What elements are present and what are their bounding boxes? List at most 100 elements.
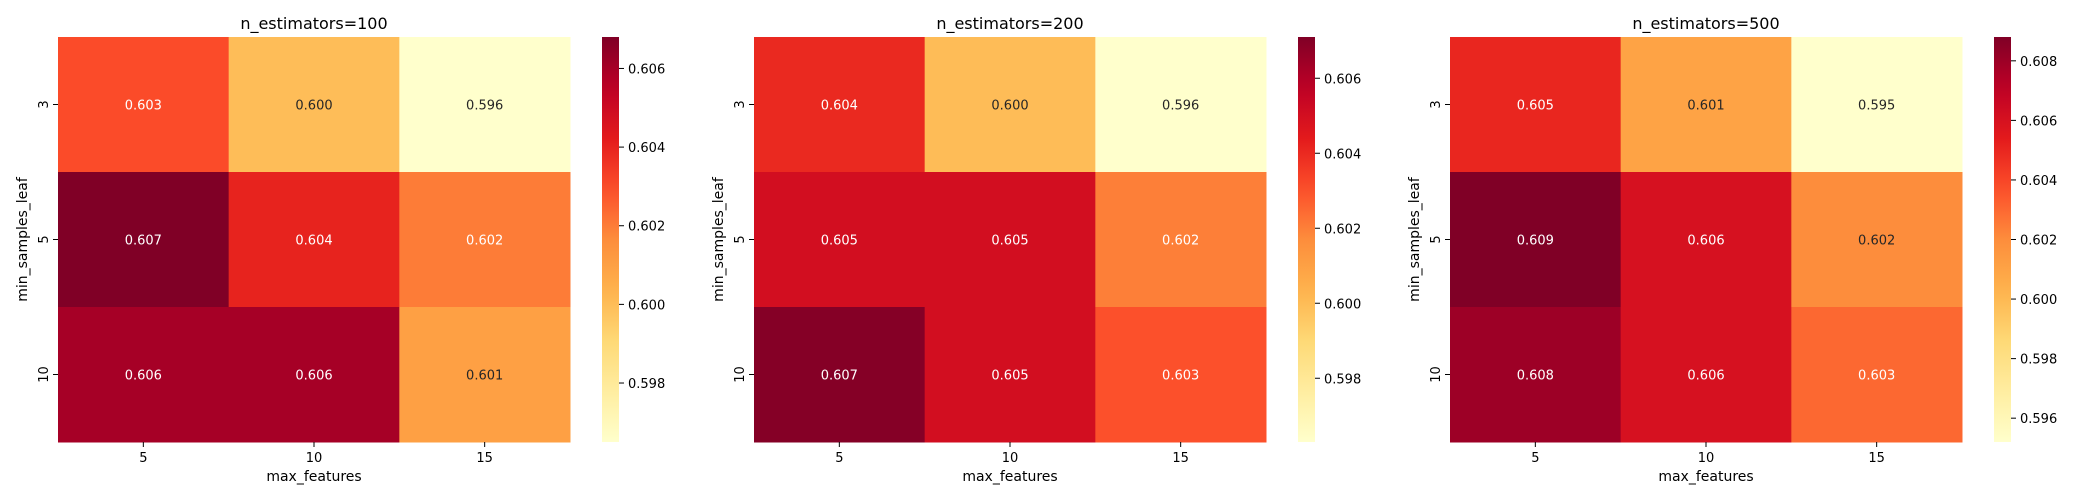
y-tick-label: 5 (37, 235, 52, 243)
heatmap-panel-3: 0.605 0.601 0.595 0.609 0.606 0.602 0.608 0.606… (1407, 14, 2057, 485)
colorbar-tick-label: 0.600 (1324, 297, 1361, 312)
cell-value-label: 0.602 (1858, 234, 1895, 249)
heatmap-panel-2: 0.604 0.600 0.596 0.605 0.605 0.602 0.607 0.605… (711, 14, 1361, 485)
x-tick-label: 15 (476, 451, 493, 466)
heatmap-cell (399, 307, 571, 443)
cell-value-label: 0.596 (1162, 99, 1199, 114)
colorbar (1994, 37, 2011, 442)
chart-title: n_estimators=500 (1632, 14, 1779, 34)
heatmap-cell (399, 172, 571, 308)
colorbar-tick-label: 0.602 (628, 220, 665, 235)
heatmap-cell (1791, 172, 1963, 308)
y-tick-label: 3 (1429, 100, 1444, 108)
cell-value-label: 0.605 (991, 369, 1028, 384)
heatmap-cell (228, 307, 400, 443)
cell-value-label: 0.606 (125, 369, 162, 384)
heatmap-cell (58, 172, 230, 308)
colorbar-tick-label: 0.606 (2020, 114, 2057, 129)
cell-value-label: 0.605 (1517, 99, 1554, 114)
heatmap-cell (1620, 307, 1792, 443)
heatmap-cell (1450, 172, 1622, 308)
cell-value-label: 0.608 (1517, 369, 1554, 384)
cell-value-label: 0.606 (1687, 234, 1724, 249)
heatmap-cell (924, 307, 1096, 443)
cell-value-label: 0.605 (821, 234, 858, 249)
heatmap-cell (754, 172, 926, 308)
colorbar-tick-label: 0.604 (628, 141, 665, 156)
cell-value-label: 0.603 (1162, 369, 1199, 384)
cell-value-label: 0.609 (1517, 234, 1554, 249)
heatmap-cell (754, 37, 926, 173)
y-tick-label: 3 (37, 100, 52, 108)
x-tick-label: 5 (1531, 451, 1539, 466)
cell-value-label: 0.605 (991, 234, 1028, 249)
heatmap-cell (1095, 307, 1267, 443)
colorbar-tick-label: 0.598 (2020, 353, 2057, 368)
heatmap-cell (228, 37, 400, 173)
x-tick-label: 15 (1868, 451, 1885, 466)
heatmap-cell (1791, 307, 1963, 443)
heatmap-cell (754, 307, 926, 443)
heatmap-cell (399, 37, 571, 173)
colorbar-tick-label: 0.606 (1324, 72, 1361, 87)
heatmap-panel-1: 0.603 0.600 0.596 0.607 0.604 0.602 0.606 0.606… (15, 14, 665, 485)
y-tick-label: 3 (733, 100, 748, 108)
x-tick-label: 10 (1002, 451, 1019, 466)
cell-value-label: 0.600 (991, 99, 1028, 114)
x-tick-label: 5 (835, 451, 843, 466)
cell-value-label: 0.606 (295, 369, 332, 384)
heatmap-cell (1450, 307, 1622, 443)
heatmap-cell (58, 307, 230, 443)
colorbar-tick-label: 0.608 (2020, 55, 2057, 70)
cell-value-label: 0.600 (295, 99, 332, 114)
cell-value-label: 0.607 (821, 369, 858, 384)
cell-value-label: 0.604 (821, 99, 858, 114)
colorbar-tick-label: 0.600 (2020, 293, 2057, 308)
chart-title: n_estimators=100 (240, 14, 387, 34)
y-axis-label: min_samples_leaf (1407, 176, 1423, 302)
heatmap-cell (924, 37, 1096, 173)
colorbar (1298, 37, 1315, 442)
y-tick-label: 10 (1429, 366, 1444, 383)
y-axis-label: min_samples_leaf (15, 176, 31, 302)
heatmap-cell (228, 172, 400, 308)
colorbar-tick-label: 0.600 (628, 298, 665, 313)
cell-value-label: 0.601 (466, 369, 503, 384)
cell-value-label: 0.601 (1687, 99, 1724, 114)
heatmap-cell (58, 37, 230, 173)
colorbar-tick-label: 0.598 (1324, 372, 1361, 387)
cell-value-label: 0.607 (125, 234, 162, 249)
y-axis-label: min_samples_leaf (711, 176, 727, 302)
cell-value-label: 0.602 (466, 234, 503, 249)
cell-value-label: 0.606 (1687, 369, 1724, 384)
y-tick-label: 10 (37, 366, 52, 383)
cell-value-label: 0.603 (125, 99, 162, 114)
colorbar-tick-label: 0.606 (628, 62, 665, 77)
cell-value-label: 0.602 (1162, 234, 1199, 249)
y-tick-label: 5 (733, 235, 748, 243)
colorbar-tick-label: 0.602 (2020, 234, 2057, 249)
heatmap-cell (1095, 172, 1267, 308)
heatmap-cell (924, 172, 1096, 308)
heatmap-cell (1450, 37, 1622, 173)
cell-value-label: 0.596 (466, 99, 503, 114)
cell-value-label: 0.603 (1858, 369, 1895, 384)
y-tick-label: 5 (1429, 235, 1444, 243)
x-axis-label: max_features (1658, 469, 1753, 485)
x-axis-label: max_features (266, 469, 361, 485)
colorbar-tick-label: 0.596 (2020, 412, 2057, 427)
colorbar-tick-label: 0.604 (1324, 147, 1361, 162)
cell-value-label: 0.595 (1858, 99, 1895, 114)
x-tick-label: 5 (139, 451, 147, 466)
colorbar-tick-label: 0.598 (628, 377, 665, 392)
y-tick-label: 10 (733, 366, 748, 383)
heatmap-cell (1791, 37, 1963, 173)
x-tick-label: 15 (1172, 451, 1189, 466)
colorbar (602, 37, 619, 442)
x-tick-label: 10 (1698, 451, 1715, 466)
heatmap-cell (1095, 37, 1267, 173)
heatmap-cell (1620, 172, 1792, 308)
colorbar-tick-label: 0.602 (1324, 222, 1361, 237)
x-tick-label: 10 (306, 451, 323, 466)
